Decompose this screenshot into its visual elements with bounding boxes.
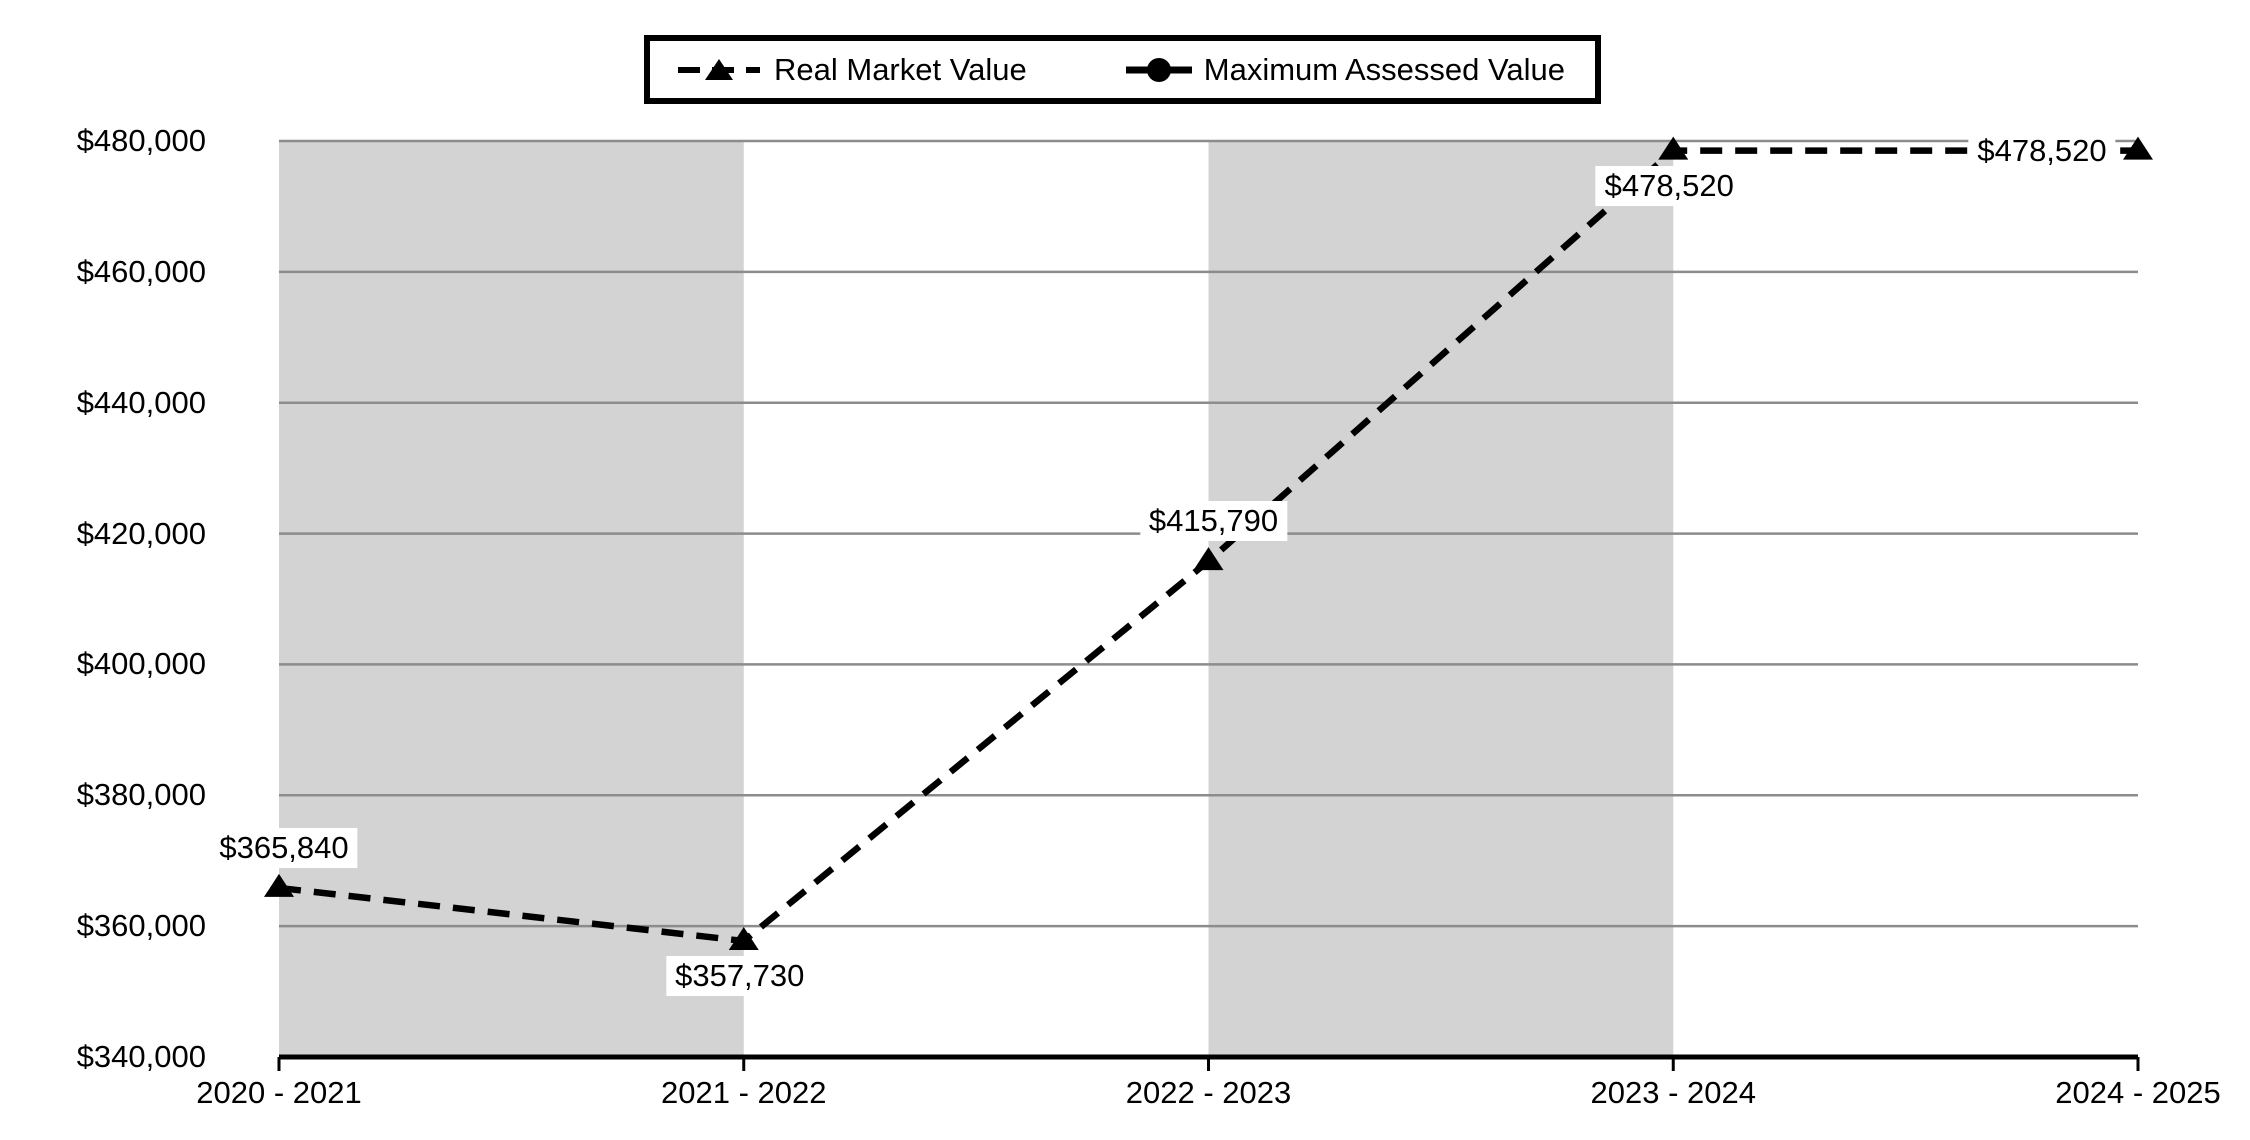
data-point-marker (264, 873, 294, 897)
y-axis-tick-label: $440,000 (76, 384, 206, 420)
legend-item-maximum-assessed-value: Maximum Assessed Value (1125, 52, 1565, 87)
data-label: $478,520 (1968, 130, 2116, 171)
x-axis-tick-label: 2022 - 2023 (1125, 1075, 1292, 1110)
data-label: $415,790 (1139, 501, 1288, 542)
shaded-column-band (1208, 142, 1674, 1057)
y-axis-tick-label: $340,000 (76, 1039, 206, 1074)
data-point-marker (728, 926, 759, 950)
legend-item-real-market-value: Real Market Value (676, 54, 1027, 85)
data-label: $365,840 (210, 827, 358, 868)
data-point-marker (1193, 547, 1224, 571)
y-axis-tick-label: $420,000 (76, 515, 206, 551)
data-label: $478,520 (1595, 165, 1743, 206)
data-point-marker (1658, 136, 1689, 160)
x-axis-tick-label: 2023 - 2024 (1590, 1075, 1756, 1110)
y-axis-tick-label: $480,000 (76, 123, 206, 158)
y-axis-tick-label: $400,000 (76, 646, 206, 682)
data-label: $357,730 (666, 955, 814, 996)
legend: Real Market Value Maximum Assessed Value (644, 35, 1601, 104)
shaded-column-band (279, 142, 744, 1057)
data-point-marker (2123, 136, 2153, 160)
x-axis-tick-label: 2020 - 2021 (196, 1075, 362, 1110)
legend-label: Real Market Value (774, 52, 1027, 87)
y-axis-tick-label: $460,000 (76, 253, 206, 289)
y-axis-tick-label: $360,000 (76, 908, 206, 944)
dashed-line-triangle-marker-icon (678, 58, 760, 80)
solid-line-circle-marker-icon (1125, 57, 1192, 82)
x-axis-tick-label: 2021 - 2022 (661, 1075, 827, 1110)
x-axis-tick-label: 2024 - 2025 (2055, 1075, 2221, 1110)
legend-label: Maximum Assessed Value (1203, 52, 1565, 87)
y-axis-tick-label: $380,000 (76, 777, 206, 813)
